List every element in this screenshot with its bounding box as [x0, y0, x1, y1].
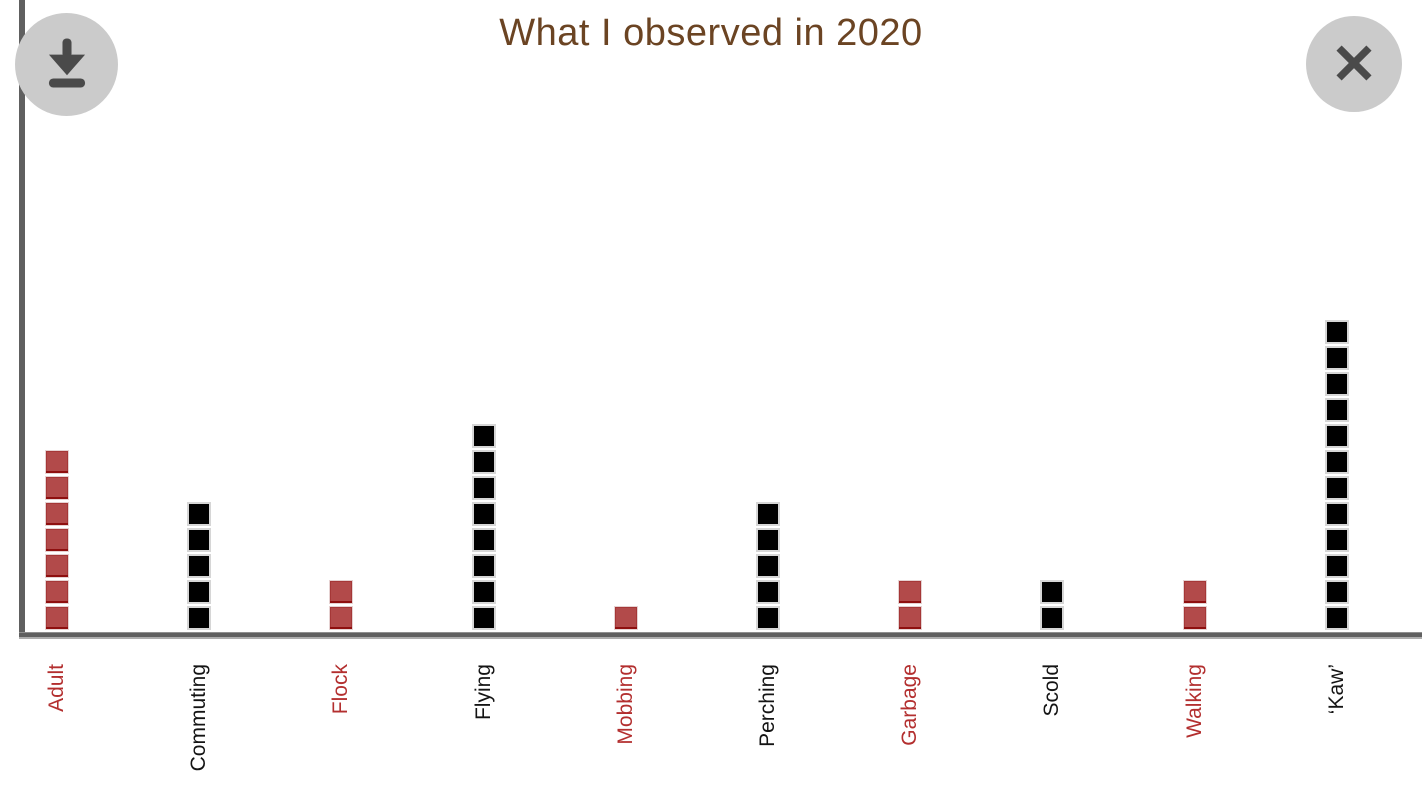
unit-square-flying	[471, 424, 496, 448]
unit-square-kaw	[1324, 476, 1349, 500]
download-icon	[36, 32, 98, 97]
unit-square-commuting	[187, 580, 212, 604]
unit-square-commuting	[187, 502, 212, 526]
unit-square-commuting	[187, 554, 212, 578]
category-label-flock: Flock	[329, 664, 353, 715]
unit-square-scold	[1040, 580, 1065, 604]
unit-square-kaw	[1324, 450, 1349, 474]
unit-square-perching	[756, 606, 780, 630]
category-label-mobbing: Mobbing	[613, 664, 637, 745]
unit-square-adult	[45, 450, 69, 474]
unit-square-walking	[1182, 606, 1207, 630]
category-label-commuting: Commuting	[187, 664, 211, 772]
close-icon	[1327, 36, 1381, 93]
category-label-perching: Perching	[756, 664, 779, 747]
unit-square-kaw	[1324, 606, 1349, 630]
unit-square-flock	[329, 580, 354, 604]
chart-title: What I observed in 2020	[499, 12, 923, 54]
unit-square-perching	[756, 580, 780, 604]
category-label-kaw: ‘Kaw’	[1324, 664, 1348, 715]
unit-square-flying	[471, 476, 496, 500]
unit-square-kaw	[1324, 528, 1349, 552]
bar-flying	[471, 422, 496, 630]
bar-commuting	[187, 500, 212, 630]
y-axis-line	[19, 0, 25, 639]
unit-square-flying	[471, 554, 496, 578]
unit-square-garbage	[898, 580, 923, 604]
unit-square-adult	[45, 502, 69, 526]
bar-flock	[329, 578, 354, 630]
unit-square-mobbing	[613, 606, 638, 630]
unit-square-adult	[45, 606, 69, 630]
unit-square-flying	[471, 502, 496, 526]
unit-square-perching	[756, 528, 780, 552]
unit-square-adult	[45, 476, 69, 500]
category-label-adult: Adult	[45, 664, 68, 712]
unit-square-perching	[756, 502, 780, 526]
bar-perching	[756, 500, 780, 630]
bar-garbage	[898, 578, 923, 630]
unit-square-commuting	[187, 528, 212, 552]
unit-square-kaw	[1324, 554, 1349, 578]
bar-mobbing	[613, 604, 638, 630]
close-button[interactable]	[1306, 16, 1402, 112]
unit-square-adult	[45, 528, 69, 552]
download-button[interactable]	[15, 13, 118, 116]
unit-square-flying	[471, 580, 496, 604]
unit-square-flock	[329, 606, 354, 630]
unit-square-kaw	[1324, 372, 1349, 396]
unit-square-flying	[471, 606, 496, 630]
unit-square-kaw	[1324, 398, 1349, 422]
bar-kaw	[1324, 318, 1349, 630]
bar-adult	[45, 448, 69, 630]
unit-square-adult	[45, 554, 69, 578]
unit-square-walking	[1182, 580, 1207, 604]
unit-square-scold	[1040, 606, 1065, 630]
unit-square-kaw	[1324, 580, 1349, 604]
bar-scold	[1040, 578, 1065, 630]
unit-square-flying	[471, 450, 496, 474]
unit-square-flying	[471, 528, 496, 552]
unit-square-kaw	[1324, 320, 1349, 344]
bar-walking	[1182, 578, 1207, 630]
unit-square-kaw	[1324, 502, 1349, 526]
unit-square-adult	[45, 580, 69, 604]
unit-square-kaw	[1324, 424, 1349, 448]
unit-square-perching	[756, 554, 780, 578]
unit-square-garbage	[898, 606, 923, 630]
unit-square-kaw	[1324, 346, 1349, 370]
category-label-scold: Scold	[1040, 664, 1064, 717]
x-axis-line	[19, 632, 1422, 639]
category-label-walking: Walking	[1182, 664, 1206, 738]
category-label-garbage: Garbage	[898, 664, 922, 746]
unit-square-commuting	[187, 606, 212, 630]
category-label-flying: Flying	[471, 664, 495, 721]
